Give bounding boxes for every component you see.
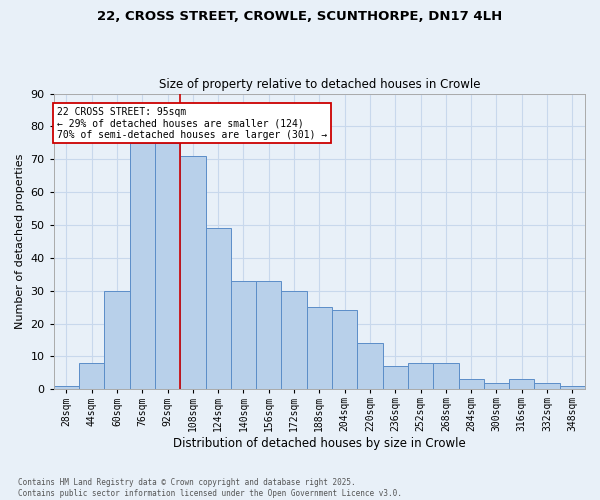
Y-axis label: Number of detached properties: Number of detached properties [15, 154, 25, 329]
Text: 22, CROSS STREET, CROWLE, SCUNTHORPE, DN17 4LH: 22, CROSS STREET, CROWLE, SCUNTHORPE, DN… [97, 10, 503, 23]
Bar [256, 281, 281, 389]
Bar [433, 363, 458, 389]
Bar [383, 366, 408, 389]
Bar [408, 363, 433, 389]
Bar [535, 382, 560, 389]
Bar [509, 380, 535, 389]
Bar [281, 290, 307, 389]
Bar [358, 344, 383, 389]
Text: Contains HM Land Registry data © Crown copyright and database right 2025.
Contai: Contains HM Land Registry data © Crown c… [18, 478, 402, 498]
Bar [307, 307, 332, 389]
Bar [206, 228, 231, 389]
Bar [332, 310, 358, 389]
Bar [458, 380, 484, 389]
Bar [560, 386, 585, 389]
Text: 22 CROSS STREET: 95sqm
← 29% of detached houses are smaller (124)
70% of semi-de: 22 CROSS STREET: 95sqm ← 29% of detached… [57, 106, 327, 140]
X-axis label: Distribution of detached houses by size in Crowle: Distribution of detached houses by size … [173, 437, 466, 450]
Bar [231, 281, 256, 389]
Bar [180, 156, 206, 389]
Title: Size of property relative to detached houses in Crowle: Size of property relative to detached ho… [158, 78, 480, 91]
Bar [104, 290, 130, 389]
Bar [155, 143, 180, 389]
Bar [484, 382, 509, 389]
Bar [54, 386, 79, 389]
Bar [130, 143, 155, 389]
Bar [79, 363, 104, 389]
